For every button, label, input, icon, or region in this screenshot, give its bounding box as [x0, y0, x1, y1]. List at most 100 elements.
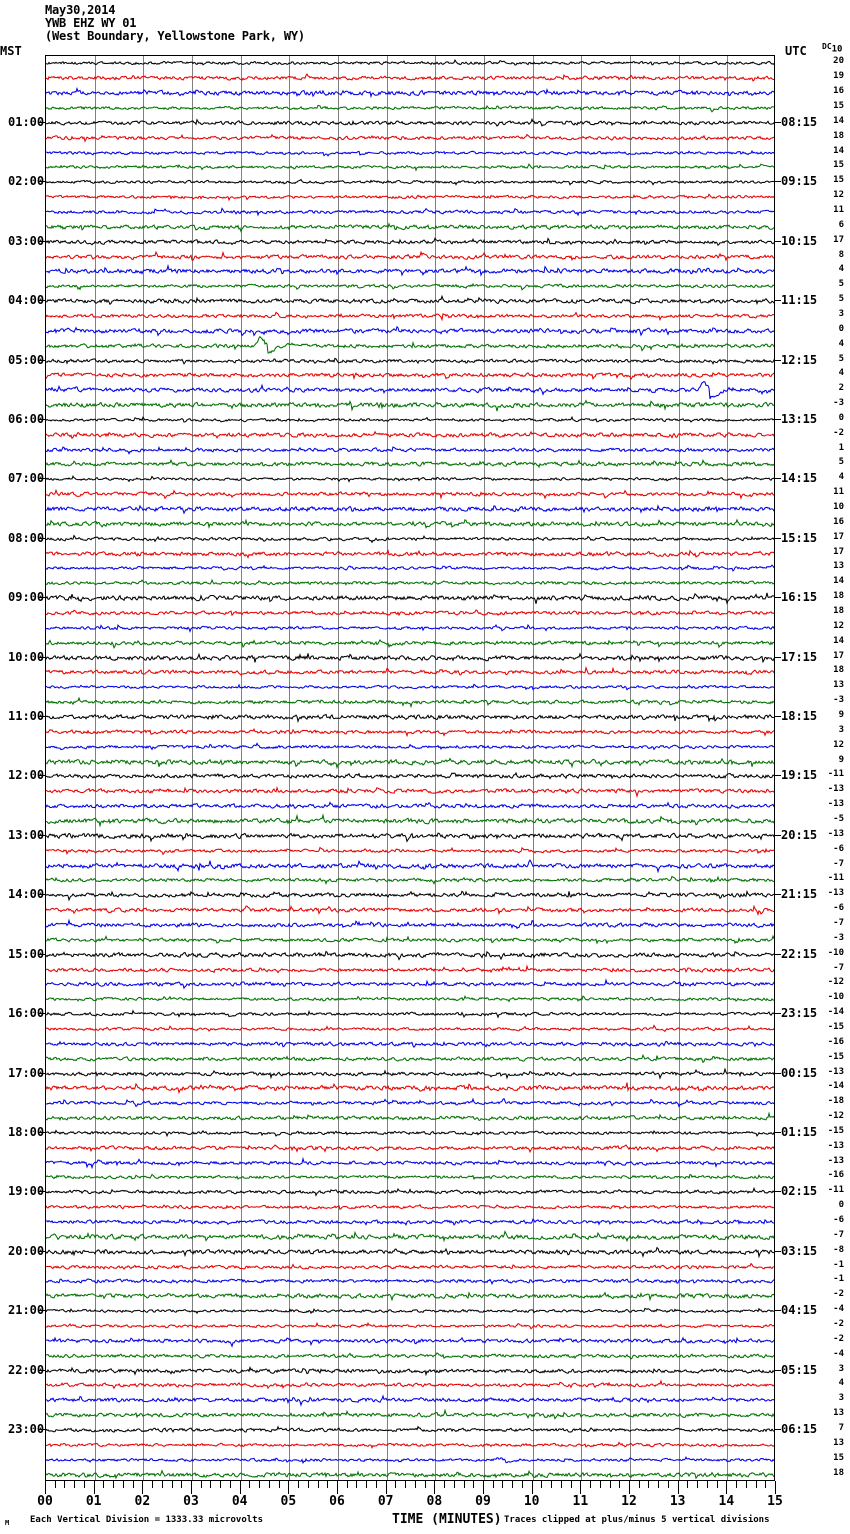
helicorder-plot[interactable] — [45, 55, 775, 1481]
trace-row — [46, 776, 774, 806]
x-tick-label: 12 — [621, 1494, 637, 1509]
x-tick-label: 13 — [669, 1494, 686, 1509]
trace-row — [46, 93, 774, 123]
x-tick-major — [483, 1481, 484, 1494]
trace-row — [46, 628, 774, 658]
hour-tick-right — [775, 894, 781, 896]
trace-waveform — [46, 149, 774, 157]
trace-waveform — [46, 846, 774, 855]
trace-row — [46, 256, 774, 286]
x-tick-major — [677, 1481, 679, 1494]
x-axis-ticks — [45, 1481, 776, 1495]
trace-row — [46, 613, 774, 643]
utc-hour-label: 04:15 — [781, 1303, 818, 1318]
trace-row — [46, 598, 774, 628]
trace-waveform — [46, 801, 774, 810]
x-tick-major — [775, 1481, 776, 1494]
trace-waveform — [46, 534, 774, 544]
hour-tick-left — [39, 894, 45, 896]
trace-waveform — [46, 786, 774, 799]
dc-value: -15 — [827, 1051, 844, 1062]
hour-tick-right — [775, 775, 781, 777]
hour-tick-left — [39, 1072, 45, 1074]
trace-row — [46, 984, 774, 1014]
trace-waveform — [46, 1394, 774, 1408]
dc-value: 3 — [838, 308, 844, 319]
dc-value: 0 — [838, 1200, 844, 1211]
x-tick-major — [580, 1481, 582, 1494]
grid-line-minute-11 — [581, 56, 582, 1480]
mst-hour-label: 09:00 — [8, 590, 45, 605]
trace-waveform — [46, 666, 774, 677]
trace-row — [46, 717, 774, 747]
hour-tick-right — [775, 537, 781, 539]
hour-tick-right — [775, 181, 781, 183]
utc-hour-label: 02:15 — [781, 1184, 818, 1199]
dc-value: -6 — [833, 843, 844, 854]
x-tick-minor — [609, 1481, 611, 1488]
x-tick-major — [434, 1481, 436, 1494]
dc-value: 18 — [833, 606, 844, 617]
trace-waveform — [46, 683, 774, 691]
utc-hour-label: 17:15 — [781, 649, 818, 664]
dc-value: -2 — [833, 1289, 844, 1300]
mst-hour-label: 06:00 — [8, 411, 45, 426]
dc-value: 7 — [838, 1423, 844, 1433]
trace-row — [46, 1370, 774, 1400]
x-tick-minor — [122, 1481, 124, 1488]
x-tick-minor — [512, 1481, 514, 1488]
dc-value: 4 — [838, 1378, 844, 1389]
trace-row — [46, 524, 774, 554]
trace-row — [46, 999, 774, 1029]
mst-hour-label: 22:00 — [8, 1362, 45, 1377]
trace-waveform — [46, 325, 774, 337]
utc-hour-label: 20:15 — [781, 827, 818, 842]
hour-tick-left — [39, 478, 45, 480]
trace-row — [46, 1029, 774, 1059]
trace-waveform — [46, 518, 774, 529]
x-tick-minor — [200, 1481, 202, 1488]
trace-row — [46, 1088, 774, 1118]
hour-tick-right — [775, 418, 781, 420]
trace-row — [46, 851, 774, 881]
trace-row — [46, 1400, 774, 1430]
x-tick-minor — [463, 1481, 465, 1488]
hour-tick-right — [775, 1131, 781, 1133]
x-tick-minor — [502, 1481, 504, 1488]
dc-value: -11 — [827, 873, 844, 884]
x-tick-minor — [298, 1481, 300, 1488]
hour-tick-right — [775, 300, 781, 302]
trace-waveform — [46, 1336, 774, 1348]
trace-waveform — [46, 995, 774, 1003]
x-tick-minor — [346, 1481, 348, 1488]
trace-waveform — [46, 564, 774, 573]
x-tick-major — [288, 1481, 290, 1494]
x-tick-minor — [327, 1481, 329, 1488]
trace-waveform — [46, 890, 774, 902]
trace-waveform — [46, 1379, 774, 1390]
hour-tick-right — [775, 834, 781, 836]
hour-tick-left — [39, 1013, 45, 1015]
trace-row — [46, 1296, 774, 1326]
x-tick-minor — [395, 1481, 397, 1488]
trace-waveform — [46, 459, 774, 469]
dc-value: 0 — [838, 412, 844, 423]
dc-value: 12 — [833, 620, 844, 631]
dc-value: 4 — [838, 368, 844, 379]
dc-value: 13 — [833, 1437, 844, 1448]
trace-row — [46, 672, 774, 702]
mst-hour-label: 04:00 — [8, 293, 45, 308]
dc-value: 16 — [833, 516, 844, 527]
mst-axis-label: MST — [0, 44, 22, 58]
x-tick-minor — [560, 1481, 562, 1488]
dc-value: -18 — [827, 1096, 844, 1107]
x-tick-major — [726, 1481, 728, 1494]
x-axis-title: TIME (MINUTES) — [392, 1512, 502, 1527]
x-tick-label: 04 — [231, 1494, 248, 1509]
hour-tick-left — [39, 1191, 45, 1193]
trace-row — [46, 1326, 774, 1356]
trace-waveform — [46, 1174, 774, 1181]
dc-value: -7 — [833, 962, 844, 973]
x-tick-minor — [317, 1481, 319, 1488]
trace-row — [46, 346, 774, 376]
